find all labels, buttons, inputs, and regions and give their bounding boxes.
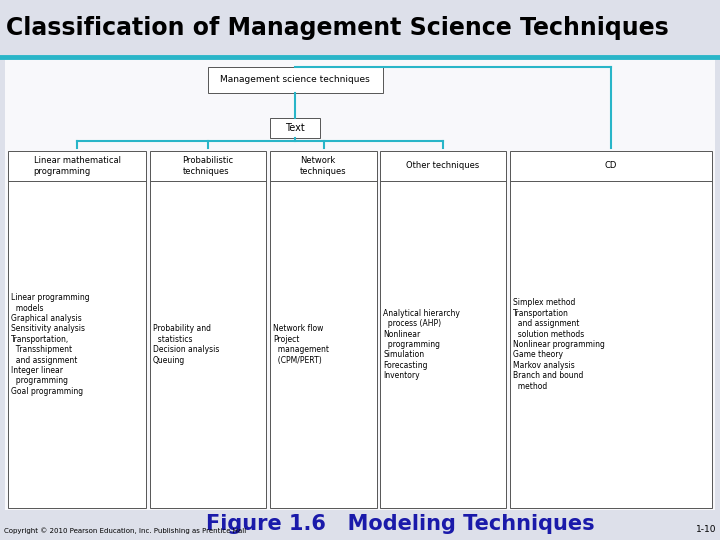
- FancyBboxPatch shape: [8, 151, 146, 508]
- Text: Linear mathematical
programming: Linear mathematical programming: [34, 156, 120, 176]
- FancyBboxPatch shape: [270, 118, 320, 138]
- Text: Copyright © 2010 Pearson Education, Inc. Publishing as Prentice Hall: Copyright © 2010 Pearson Education, Inc.…: [4, 528, 246, 534]
- Text: Figure 1.6   Modeling Techniques: Figure 1.6 Modeling Techniques: [206, 514, 594, 534]
- Text: Probability and
  statistics
Decision analysis
Queuing: Probability and statistics Decision anal…: [153, 325, 220, 364]
- Text: 1-10: 1-10: [696, 525, 716, 534]
- Text: CD: CD: [605, 161, 617, 171]
- Text: Other techniques: Other techniques: [406, 161, 480, 171]
- FancyBboxPatch shape: [5, 58, 715, 510]
- Text: Analytical hierarchy
  process (AHP)
Nonlinear
  programming
Simulation
Forecast: Analytical hierarchy process (AHP) Nonli…: [383, 309, 460, 380]
- Text: Management science techniques: Management science techniques: [220, 76, 370, 84]
- FancyBboxPatch shape: [380, 151, 506, 508]
- Text: Linear programming
  models
Graphical analysis
Sensitivity analysis
Transportati: Linear programming models Graphical anal…: [11, 293, 89, 396]
- Text: Simplex method
Transportation
  and assignment
  solution methods
Nonlinear prog: Simplex method Transportation and assign…: [513, 299, 605, 390]
- Text: Classification of Management Science Techniques: Classification of Management Science Tec…: [6, 16, 669, 39]
- FancyBboxPatch shape: [150, 151, 266, 508]
- FancyBboxPatch shape: [510, 151, 712, 508]
- Text: Network
techniques: Network techniques: [300, 156, 347, 176]
- Text: Probabilistic
techniques: Probabilistic techniques: [182, 156, 233, 176]
- Text: Network flow
Project
  management
  (CPM/PERT): Network flow Project management (CPM/PER…: [273, 325, 329, 364]
- Text: Text: Text: [285, 123, 305, 133]
- FancyBboxPatch shape: [270, 151, 377, 508]
- FancyBboxPatch shape: [207, 67, 382, 93]
